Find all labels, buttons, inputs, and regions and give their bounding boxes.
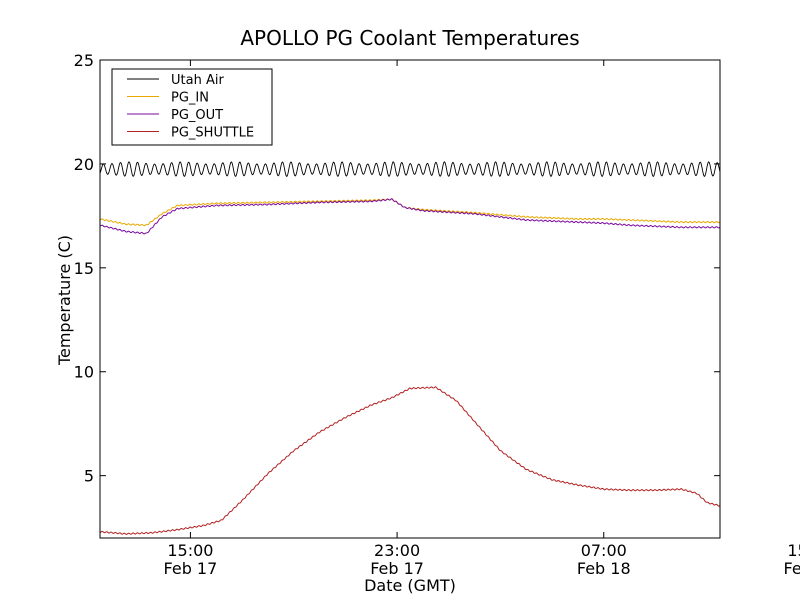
legend: Utah Air PG_IN PG_OUT PG_SHUTTLE <box>111 68 273 146</box>
x-tick-label-date: Feb 18 <box>577 559 631 578</box>
legend-box <box>111 68 273 146</box>
x-tick-label-time: 23:00 <box>374 541 420 560</box>
x-tick-label-time: 15:00 <box>167 541 213 560</box>
x-tick-label-date: Feb 17 <box>164 559 218 578</box>
y-axis: 5 10 15 20 25 <box>74 51 720 486</box>
series-line-pg-shuttle <box>100 386 720 535</box>
series-layer <box>100 161 720 535</box>
plot-frame <box>99 59 721 539</box>
legend-label-pg-in: PG_IN <box>171 91 209 106</box>
y-axis-label: Temperature (C) <box>55 235 74 366</box>
chart-title: APOLLO PG Coolant Temperatures <box>240 26 579 50</box>
y-tick-label: 10 <box>74 363 94 382</box>
series-line-pg-in <box>100 198 720 227</box>
series-line-utah-air <box>100 161 720 177</box>
x-tick-label-date: Feb 17 <box>370 559 424 578</box>
y-tick-label: 5 <box>84 467 94 486</box>
x-tick-label-date: Feb 18 <box>784 559 800 578</box>
x-tick-label-time: 15:00 <box>787 541 800 560</box>
x-tick-label-time: 07:00 <box>581 541 627 560</box>
legend-label-pg-shuttle: PG_SHUTTLE <box>171 126 254 141</box>
series-line-pg-out <box>100 198 720 235</box>
y-tick-label: 15 <box>74 259 94 278</box>
x-axis-label: Date (GMT) <box>364 576 456 595</box>
legend-label-pg-out: PG_OUT <box>171 108 223 123</box>
y-tick-label: 20 <box>74 155 94 174</box>
y-tick-label: 25 <box>74 51 94 70</box>
legend-label-utah-air: Utah Air <box>171 73 224 88</box>
